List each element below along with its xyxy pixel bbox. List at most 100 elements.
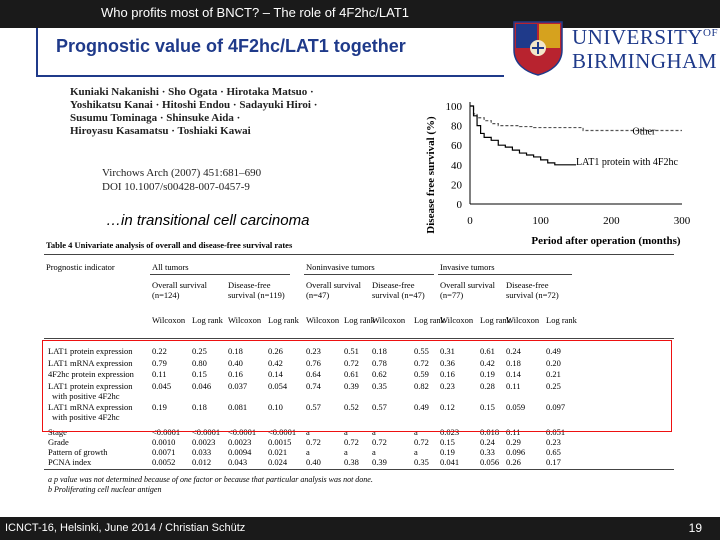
table-cell: 0.041 [440,456,460,467]
table-group-header: Prognostic indicator [46,262,115,272]
table-cell: 0.16 [228,369,243,379]
table-cell: a [414,446,418,457]
x-tick-label: 0 [467,215,473,227]
table-cell: 0.39 [344,380,359,391]
table-sub-header: Disease-free survival (n=119) [228,280,285,300]
table-cell: 0.18 [228,346,243,356]
table-rule [44,338,674,339]
table-cell: 0.15 [192,369,207,379]
author-line: Hiroyasu Kasamatsu · Toshiaki Kawai [70,125,251,137]
table-test-header: Log rank [344,315,375,325]
table-cell: a [306,446,310,457]
series-label: Other [633,127,656,138]
university-name-line1: UNIVERSITYOF [572,25,719,49]
table-cell: 0.24 [506,346,521,356]
table-cell: 0.24 [480,436,495,447]
table-cell: 0.33 [480,446,495,457]
table-cell: 0.19 [480,369,495,379]
table-cell: 0.0052 [152,456,176,467]
table-row-label: LAT1 protein expression [48,346,133,356]
title-horizontal-rule [36,75,504,77]
table-title: Table 4 Univariate analysis of overall a… [46,240,293,250]
table-test-header: Wilcoxon [306,315,340,325]
doi: DOI 10.1007/s00428-007-0457-9 [102,181,250,193]
table-row-label: LAT1 mRNA expression [48,402,133,412]
table-cell: 0.49 [546,346,561,356]
table-cell: 0.037 [228,380,248,391]
y-axis-label: Disease free survival (%) [425,116,437,234]
table-cell: 0.0010 [152,436,176,447]
table-cell: 0.096 [506,446,526,457]
table-cell: 0.35 [372,380,387,391]
table-cell: 0.28 [480,380,495,391]
highlight-box [42,340,672,432]
table-cell: 0.045 [152,380,172,391]
journal-reference: Virchows Arch (2007) 451:681–690 [102,167,262,179]
table-cell: 0.19 [152,402,167,412]
table-cell: 0.49 [414,402,429,412]
table-row-label: LAT1 mRNA expression [48,357,133,368]
table-cell: 0.12 [440,402,455,412]
y-tick-label: 100 [446,101,463,113]
table-test-header: Wilcoxon [152,315,186,325]
table-cell: 0.17 [546,456,561,467]
table-sub-header: Overall survival (n=124) [152,280,207,300]
table-cell: 0.74 [306,380,321,391]
table-cell: 0.043 [228,456,248,467]
table-cell: 0.0094 [228,446,252,457]
author-line: Yoshikatsu Kanai · Hitoshi Endou · Saday… [70,99,318,111]
table-cell: 0.55 [414,346,429,356]
y-tick-label: 40 [451,160,463,172]
table-rule [44,468,674,470]
table-cell: 0.42 [480,357,495,368]
table-cell: 0.39 [372,456,387,467]
y-tick-label: 20 [451,179,463,191]
table-cell: 0.20 [546,357,561,368]
university-name-line2: BIRMINGHAM [572,49,718,73]
table-cell: 0.046 [192,380,212,391]
table-cell: 0.0015 [268,436,292,447]
table-footnote: a p value was not determined because of … [48,474,373,484]
table-rule [44,254,674,255]
author-line: Susumu Tominaga · Shinsuke Aida · [70,112,241,124]
group-underline [304,274,434,275]
table-row-sublabel: with positive 4F2hc [52,412,120,422]
table-cell: 0.18 [192,402,207,412]
x-tick-label: 300 [674,215,691,227]
table-cell: 0.10 [268,402,283,412]
table-cell: 0.18 [372,346,387,356]
table-cell: 0.25 [192,346,207,356]
table-cell: 0.25 [546,380,561,391]
table-cell: a [372,446,376,457]
slide-footer: ICNCT-16, Helsinki, June 2014 / Christia… [0,517,720,540]
table-cell: 0.23 [440,380,455,391]
table-cell: 0.72 [414,357,429,368]
table-cell: 0.021 [268,446,288,457]
table-test-header: Wilcoxon [372,315,406,325]
table-test-header: Wilcoxon [506,315,540,325]
table-group-header: Noninvasive tumors [306,262,375,272]
table-cell: 0.79 [152,357,167,368]
y-tick-label: 60 [451,140,463,152]
table-cell: 0.31 [440,346,455,356]
table-group-header: All tumors [152,262,189,272]
table-test-header: Log rank [268,315,299,325]
page-number: 19 [688,521,702,535]
table-cell: 0.35 [414,456,429,467]
table-cell: 0.42 [268,357,283,368]
table-cell: 0.0023 [192,436,216,447]
table-cell: 0.11 [506,380,521,391]
table-row-label: 4F2hc protein expression [48,369,134,379]
table-cell: 0.0071 [152,446,176,457]
table-cell: 0.22 [152,346,167,356]
table-group-header: Invasive tumors [440,262,495,272]
table-cell: 0.26 [268,346,283,356]
table-cell: 0.40 [306,456,321,467]
author-list: Kuniaki Nakanishi · Sho Ogata · Hirotaka… [70,86,317,138]
table-sub-header: Disease-free survival (n=72) [506,280,559,300]
table-cell: 0.14 [268,369,283,379]
table-cell: 0.52 [344,402,359,412]
table-row-label: Pattern of growth [48,446,108,457]
table-cell: 0.40 [228,357,243,368]
table-cell: 0.78 [372,357,387,368]
